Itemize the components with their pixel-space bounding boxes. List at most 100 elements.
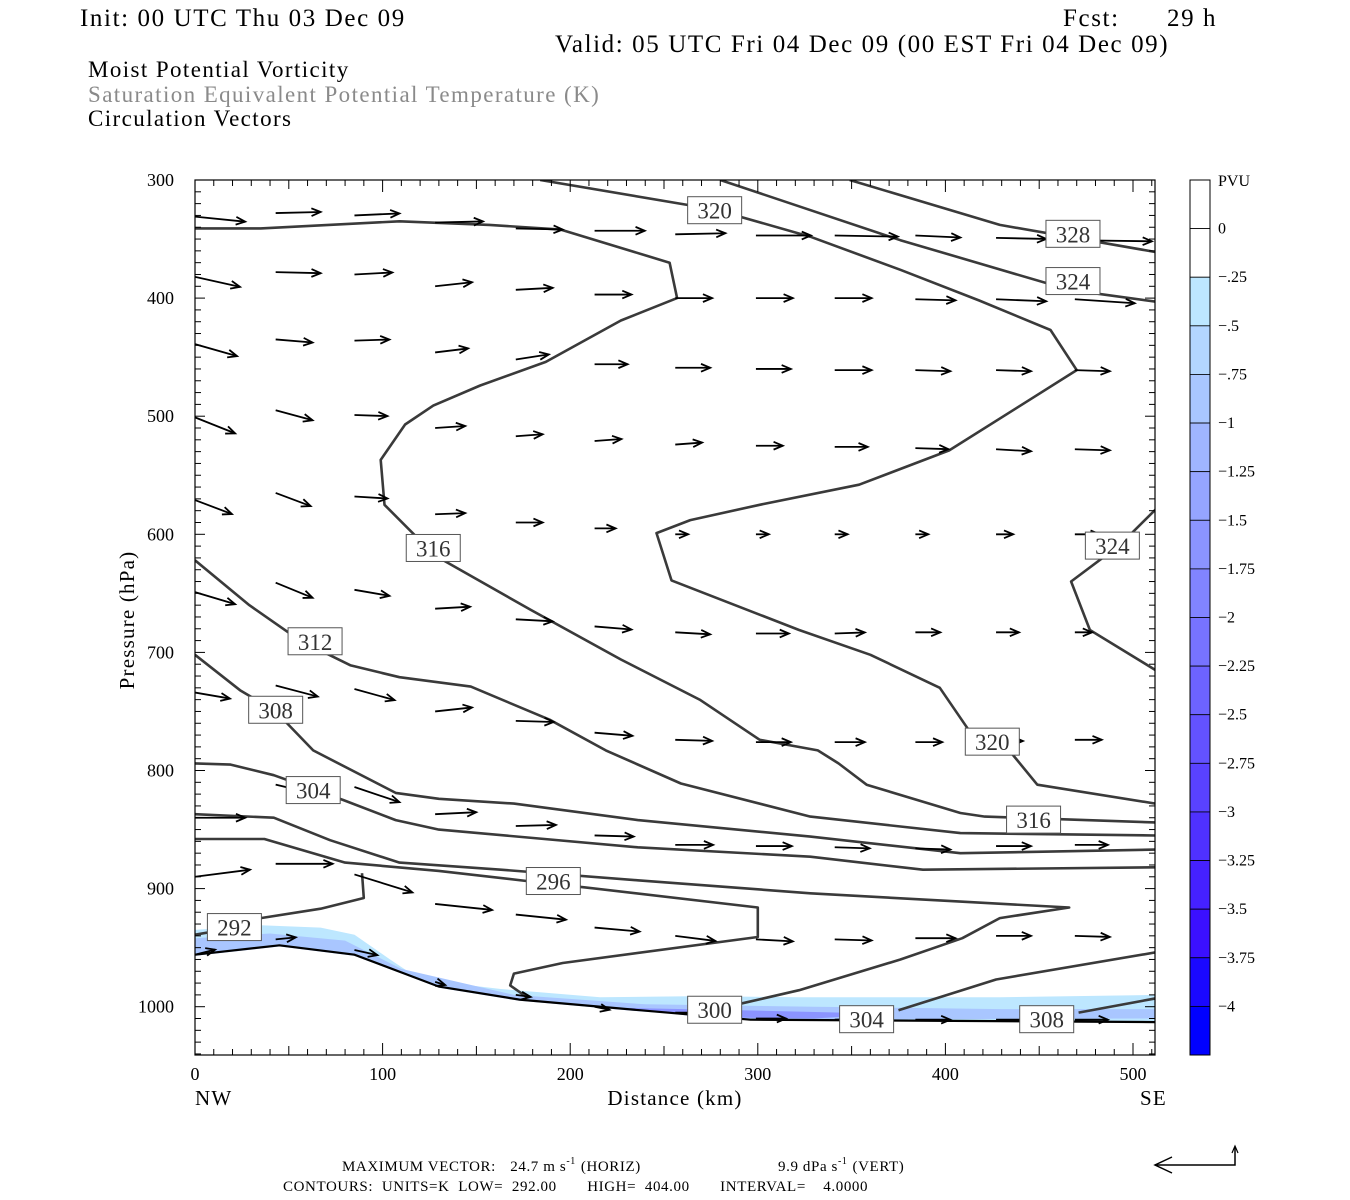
contour-label-text: 308 xyxy=(258,698,293,723)
reference-vector-horiz-head xyxy=(1153,1156,1173,1174)
vector-arrow xyxy=(195,866,253,878)
vector-head xyxy=(700,629,713,639)
vector-arrow xyxy=(275,409,315,423)
vector-head xyxy=(235,216,248,226)
horiz-value: 24.7 m s xyxy=(510,1159,566,1175)
x-tick-label: 300 xyxy=(744,1064,771,1084)
contour-label: 316 xyxy=(405,533,461,562)
vector-arrow xyxy=(915,366,953,376)
theta-es-contours xyxy=(195,180,1155,1024)
vector-shaft xyxy=(435,605,471,610)
vector-arrow xyxy=(195,813,248,823)
y-tick-label: 500 xyxy=(147,406,174,426)
colorbar-box xyxy=(1189,179,1211,230)
vector-head xyxy=(783,936,796,946)
vector-shaft xyxy=(195,343,238,358)
contour-label-box xyxy=(1019,1005,1075,1034)
colorbar-box xyxy=(1189,957,1211,1007)
vector-shaft xyxy=(354,212,400,217)
y-tick-label: 600 xyxy=(147,524,174,544)
contour-label-box xyxy=(285,776,341,805)
vector-head xyxy=(703,840,716,850)
title-mpv: Moist Potential Vorticity xyxy=(88,57,350,82)
vector-head xyxy=(285,933,299,943)
title-vectors: Circulation Vectors xyxy=(88,106,292,131)
vector-head xyxy=(1100,931,1113,942)
vector-head xyxy=(950,232,963,242)
colorbar-label: −.5 xyxy=(1218,318,1239,335)
vector-arrow xyxy=(515,820,559,830)
vector-arrow xyxy=(915,295,958,305)
pv-shading xyxy=(195,925,1155,1023)
vector-head xyxy=(473,216,486,227)
vector-arrow xyxy=(915,933,958,943)
vector-shaft xyxy=(275,409,313,422)
vector-arrow xyxy=(435,602,473,612)
vector-arrow xyxy=(354,688,397,703)
colorbar-label: −1.75 xyxy=(1218,561,1255,578)
colorbar-box xyxy=(1189,617,1211,667)
vector-head xyxy=(455,508,468,519)
y-tick-label: 400 xyxy=(147,288,174,308)
contour-label-text: 328 xyxy=(1056,222,1091,247)
colorbar-box xyxy=(1189,374,1211,424)
init-time: Init: 00 UTC Thu 03 Dec 09 xyxy=(80,5,406,32)
colorbar-label: −3.75 xyxy=(1218,950,1255,967)
vector-head xyxy=(1021,366,1034,376)
vector-arrow xyxy=(354,335,392,345)
vector-head xyxy=(533,517,545,528)
reference-vector-shaft xyxy=(1155,1147,1236,1166)
vector-head xyxy=(553,224,566,235)
vector-arrow xyxy=(834,529,850,540)
vector-arrow xyxy=(1074,445,1113,455)
vector-shaft xyxy=(275,338,313,344)
vector-shaft xyxy=(1074,369,1110,373)
contour-label-text: 316 xyxy=(1016,808,1051,833)
x-right-label: SE xyxy=(1140,1086,1167,1110)
vector-arrow xyxy=(195,275,243,290)
vector-arrow xyxy=(675,934,718,945)
vector-arrow xyxy=(594,926,642,936)
vector-arrow xyxy=(834,628,868,638)
vector-arrow xyxy=(594,624,634,634)
colorbar: 0 −.25 −.5 −.75 −1 −1.25 −1.5 −1.75 −2 −2.25 −2.5 −… xyxy=(1189,179,1255,1056)
vector-head xyxy=(482,904,495,914)
vector-arrow xyxy=(434,977,448,987)
vector-head xyxy=(455,421,468,432)
x-tick-label: 0 xyxy=(191,1064,200,1084)
vector-shaft xyxy=(435,425,466,429)
vector-shaft xyxy=(755,938,793,943)
contour-label: 304 xyxy=(285,776,341,805)
x-tick-label: 500 xyxy=(1120,1064,1147,1084)
vector-shaft xyxy=(915,447,949,451)
colorbar-box xyxy=(1189,811,1211,861)
vector-shaft xyxy=(675,631,711,636)
vector-shaft xyxy=(435,281,473,288)
vector-head xyxy=(855,737,868,747)
vector-shaft xyxy=(1074,298,1135,305)
contour-label-box xyxy=(1045,267,1101,296)
colorbar-box xyxy=(1189,276,1211,327)
vector-arrow xyxy=(435,703,475,714)
vector-arrow xyxy=(1074,840,1111,850)
vector-arrow xyxy=(675,629,713,639)
colorbar-label: −2 xyxy=(1218,610,1235,627)
vector-arrow xyxy=(195,691,233,702)
contour-info: CONTOURS: UNITS=K LOW= 292.00 HIGH= 404.… xyxy=(283,1179,868,1195)
vector-head xyxy=(300,498,313,508)
vector-head xyxy=(621,624,634,634)
vector-arrow xyxy=(195,499,235,516)
vector-head xyxy=(940,844,953,854)
vector-arrow xyxy=(275,933,299,943)
vector-arrow xyxy=(594,226,648,236)
vector-shaft xyxy=(195,275,241,288)
vector-shaft xyxy=(834,846,870,850)
vector-arrow xyxy=(515,616,555,626)
vector-head xyxy=(225,425,238,435)
reference-vector-vert-head xyxy=(1231,1144,1239,1154)
vector-head xyxy=(1036,296,1049,306)
vector-arrow xyxy=(515,913,569,924)
vector-arrow xyxy=(675,293,715,303)
vector-shaft xyxy=(275,211,321,214)
vector-arrow xyxy=(275,492,313,508)
